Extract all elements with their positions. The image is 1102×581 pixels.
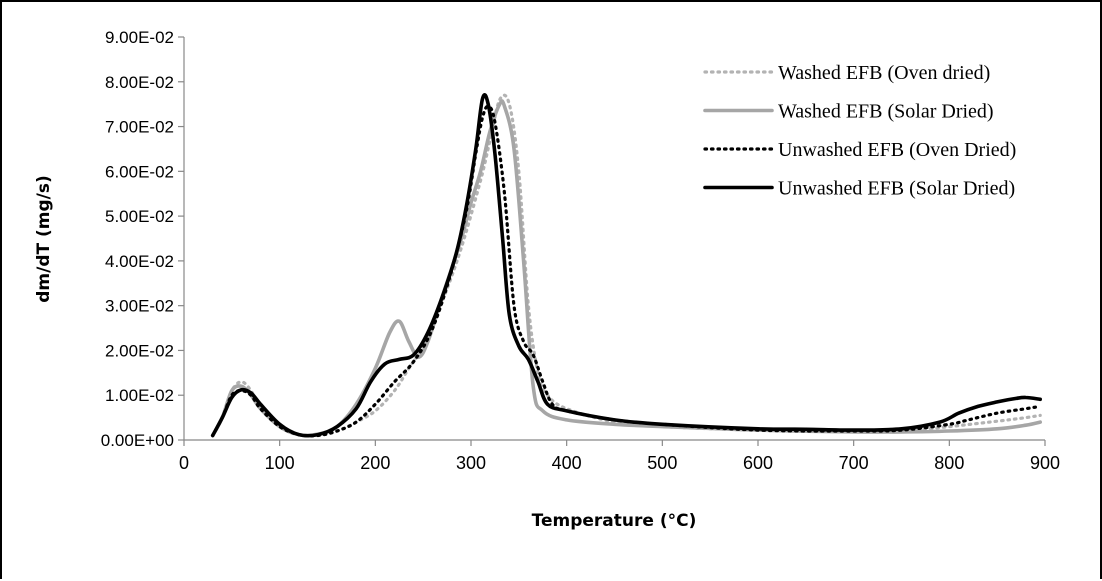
- y-tick-label: 8.00E-02: [105, 73, 174, 92]
- x-tick-label: 600: [743, 453, 773, 473]
- x-tick-label: 500: [647, 453, 677, 473]
- x-tick-label: 400: [552, 453, 582, 473]
- x-tick-label: 200: [360, 453, 390, 473]
- y-tick-label: 9.00E-02: [105, 28, 174, 47]
- series-4-line: [210, 93, 1042, 438]
- x-axis-title: Temperature (°C): [532, 511, 697, 531]
- y-tick-label: 0.00E+00: [101, 431, 174, 450]
- x-tick-label: 0: [179, 453, 189, 473]
- x-tick-label: 800: [934, 453, 964, 473]
- y-tick-label: 6.00E-02: [105, 162, 174, 181]
- series-1-legend-label: Washed EFB (Oven dried): [778, 62, 990, 84]
- series-3-legend-label: Unwashed EFB (Oven Dried): [778, 139, 1016, 161]
- x-tick-label: 300: [456, 453, 486, 473]
- x-tick-label: 700: [839, 453, 869, 473]
- x-tick-label: 900: [1030, 453, 1060, 473]
- y-tick-label: 7.00E-02: [105, 118, 174, 137]
- y-tick-label: 3.00E-02: [105, 297, 174, 316]
- y-tick-label: 4.00E-02: [105, 252, 174, 271]
- y-tick-label: 2.00E-02: [105, 341, 174, 360]
- y-axis-title: dm/dT (mg/s): [34, 175, 54, 303]
- y-tick-label: 1.00E-02: [105, 386, 174, 405]
- legend: Washed EFB (Oven dried) Washed EFB (Solar…: [703, 62, 1016, 200]
- series-2-legend-label: Washed EFB (Solar Dried): [778, 101, 994, 123]
- plot-lines: [210, 93, 1042, 438]
- y-tick-label: 5.00E-02: [105, 207, 174, 226]
- series-4-legend-label: Unwashed EFB (Solar Dried): [778, 178, 1015, 200]
- x-ticks: 0 100 200 300 400 500 600 700 800 900: [179, 440, 1060, 473]
- x-tick-label: 100: [265, 453, 295, 473]
- axes: [183, 37, 1045, 441]
- y-ticks: 0.00E+00 1.00E-02 2.00E-02 3.00E-02 4.00E-02…: [101, 28, 184, 450]
